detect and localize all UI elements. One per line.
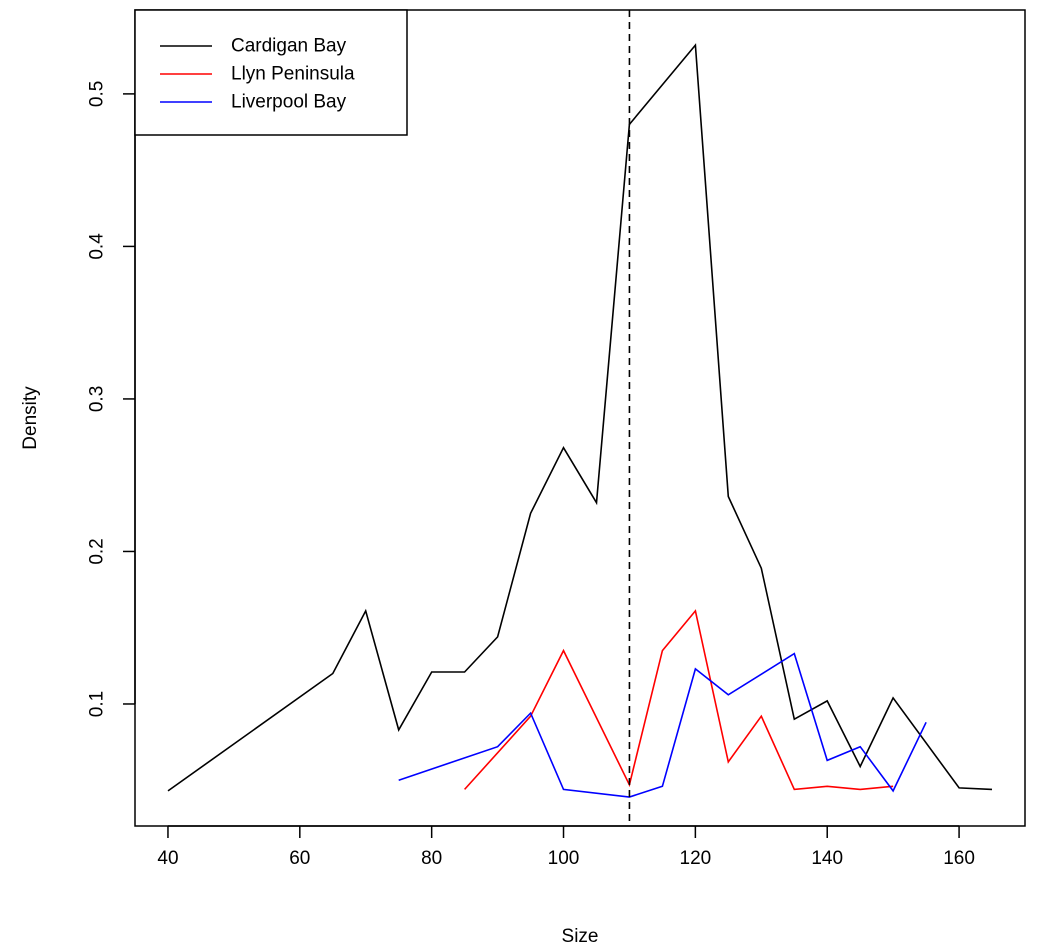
x-tick-label: 160 bbox=[943, 848, 975, 869]
y-tick-label: 0.3 bbox=[87, 386, 108, 412]
series-line-cardigan-bay bbox=[167, 43, 993, 792]
y-tick-label: 0.2 bbox=[87, 538, 108, 564]
series-line-liverpool-bay bbox=[398, 652, 927, 798]
series-layer bbox=[167, 43, 993, 798]
series-line-llyn-peninsula bbox=[464, 609, 894, 791]
x-tick-label: 100 bbox=[548, 848, 580, 869]
x-tick-label: 120 bbox=[680, 848, 712, 869]
legend: Cardigan Bay Llyn Peninsula Liverpool Bay bbox=[134, 9, 408, 136]
x-tick-label: 60 bbox=[289, 848, 310, 869]
y-tick-label: 0.5 bbox=[87, 81, 108, 107]
x-axis: 40 60 80 100 120 140 160 bbox=[157, 825, 975, 869]
legend-box bbox=[134, 9, 408, 136]
y-axis-label: Density bbox=[20, 386, 41, 450]
legend-label: Llyn Peninsula bbox=[231, 64, 355, 85]
x-tick-label: 80 bbox=[421, 848, 442, 869]
legend-label: Cardigan Bay bbox=[231, 36, 347, 57]
x-tick-label: 40 bbox=[157, 848, 178, 869]
legend-label: Liverpool Bay bbox=[231, 92, 347, 113]
x-tick-label: 140 bbox=[811, 848, 843, 869]
y-axis: 0.1 0.2 0.3 0.4 0.5 bbox=[87, 81, 136, 717]
x-axis-label: Size bbox=[562, 926, 599, 947]
y-tick-label: 0.4 bbox=[87, 233, 108, 260]
y-tick-label: 0.1 bbox=[87, 691, 108, 717]
